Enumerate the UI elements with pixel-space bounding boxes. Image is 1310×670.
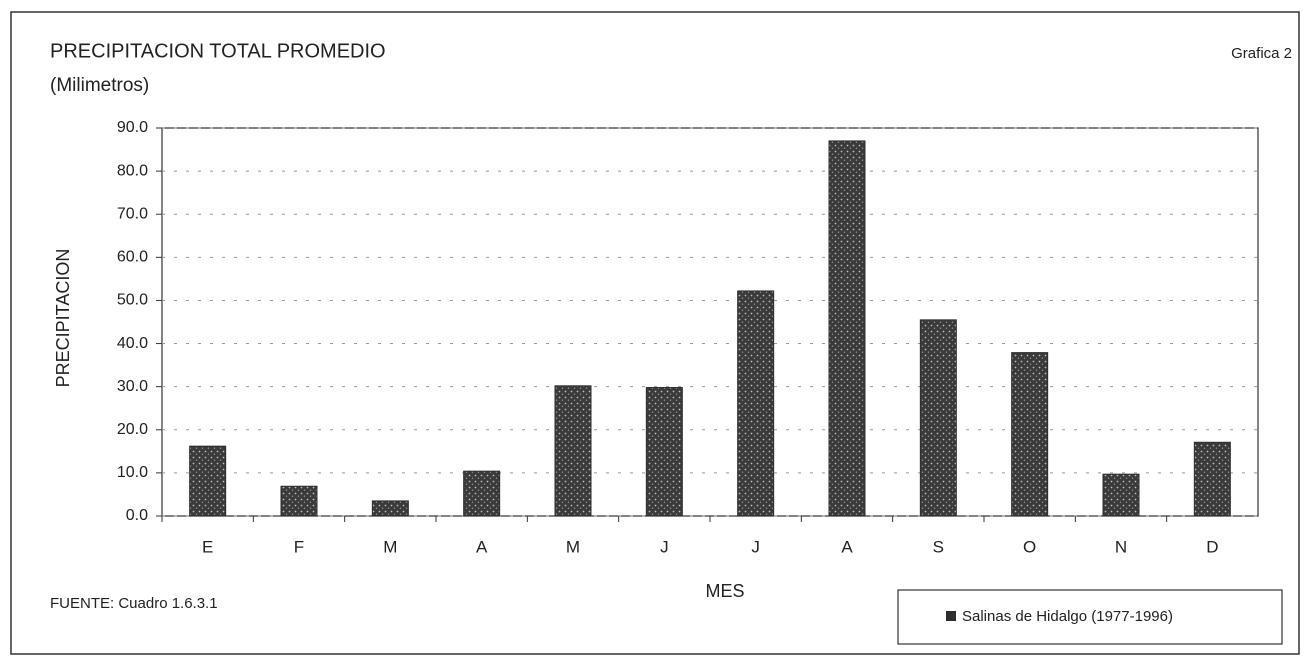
bar: [919, 319, 957, 517]
bar: [828, 140, 866, 517]
x-tick-label: M: [566, 537, 580, 556]
bar: [645, 387, 683, 517]
y-tick-label: 60.0: [117, 249, 148, 266]
bar: [1011, 352, 1049, 517]
chart-title: PRECIPITACION TOTAL PROMEDIO: [50, 40, 386, 62]
bar: [1193, 441, 1231, 517]
y-tick-label: 80.0: [117, 162, 148, 179]
y-tick-label: 90.0: [117, 119, 148, 136]
x-tick-label: D: [1206, 537, 1218, 556]
annotation: Grafica 2: [1231, 45, 1292, 62]
y-tick-label: 20.0: [117, 421, 148, 438]
x-tick-label: J: [660, 537, 669, 556]
x-tick-label: F: [294, 537, 304, 556]
x-tick-label: M: [383, 537, 397, 556]
source-note: FUENTE: Cuadro 1.6.3.1: [50, 595, 218, 612]
bar: [463, 470, 501, 517]
y-axis-label: PRECIPITACION: [53, 249, 73, 388]
bar: [280, 485, 318, 517]
legend-swatch: [946, 611, 956, 621]
y-tick-label: 0.0: [126, 507, 148, 524]
x-tick-label: N: [1115, 537, 1127, 556]
x-tick-label: A: [476, 537, 488, 556]
x-axis-label: MES: [705, 581, 744, 601]
chart-subtitle: (Milimetros): [50, 75, 149, 96]
legend: Salinas de Hidalgo (1977-1996): [897, 589, 1283, 645]
y-tick-label: 30.0: [117, 378, 148, 395]
bar: [737, 290, 775, 517]
legend-label: Salinas de Hidalgo (1977-1996): [962, 608, 1173, 625]
frame: [10, 11, 1300, 655]
bar: [189, 445, 227, 517]
legend-box: [897, 589, 1283, 645]
x-tick-label: O: [1023, 537, 1036, 556]
x-tick-label: A: [841, 537, 853, 556]
bar: [554, 385, 592, 517]
y-tick-label: 70.0: [117, 205, 148, 222]
y-tick-label: 50.0: [117, 292, 148, 309]
y-tick-label: 10.0: [117, 464, 148, 481]
bar: [1102, 473, 1140, 517]
plot-area: [161, 127, 1259, 517]
x-tick-label: E: [202, 537, 213, 556]
x-tick-label: S: [933, 537, 944, 556]
y-tick-label: 40.0: [117, 335, 148, 352]
bar: [371, 500, 409, 517]
x-tick-label: J: [751, 537, 760, 556]
